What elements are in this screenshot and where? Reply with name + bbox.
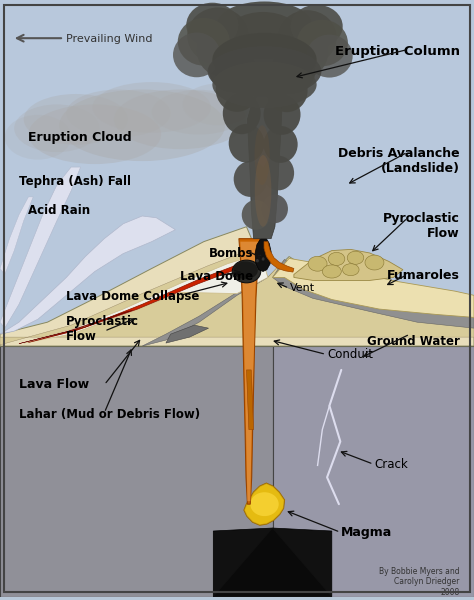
Ellipse shape bbox=[274, 26, 328, 79]
Polygon shape bbox=[0, 346, 273, 596]
Ellipse shape bbox=[114, 89, 246, 149]
Text: Pyroclastic
Flow: Pyroclastic Flow bbox=[383, 212, 460, 239]
Ellipse shape bbox=[5, 115, 71, 160]
Ellipse shape bbox=[59, 89, 225, 161]
Ellipse shape bbox=[291, 5, 343, 48]
Polygon shape bbox=[244, 483, 284, 525]
Text: Magma: Magma bbox=[341, 526, 392, 539]
Text: Lahar (Mud or Debris Flow): Lahar (Mud or Debris Flow) bbox=[19, 408, 200, 421]
Ellipse shape bbox=[255, 259, 259, 263]
Ellipse shape bbox=[92, 82, 211, 133]
Ellipse shape bbox=[187, 7, 249, 64]
Ellipse shape bbox=[14, 104, 100, 152]
Text: Prevailing Wind: Prevailing Wind bbox=[66, 34, 153, 44]
Polygon shape bbox=[0, 216, 175, 334]
Polygon shape bbox=[0, 167, 81, 328]
Polygon shape bbox=[19, 310, 133, 344]
Ellipse shape bbox=[306, 35, 353, 77]
Ellipse shape bbox=[197, 24, 254, 77]
Polygon shape bbox=[246, 370, 254, 430]
Ellipse shape bbox=[234, 161, 267, 197]
Text: Lava Flow: Lava Flow bbox=[19, 379, 89, 391]
Text: Tephra (Ash) Fall: Tephra (Ash) Fall bbox=[19, 175, 131, 188]
Polygon shape bbox=[0, 197, 33, 274]
Ellipse shape bbox=[66, 89, 171, 137]
Ellipse shape bbox=[347, 251, 364, 265]
Ellipse shape bbox=[266, 69, 308, 112]
Ellipse shape bbox=[173, 32, 220, 77]
Polygon shape bbox=[240, 242, 258, 501]
Ellipse shape bbox=[216, 67, 258, 112]
Ellipse shape bbox=[24, 94, 128, 145]
Ellipse shape bbox=[223, 92, 261, 134]
Ellipse shape bbox=[212, 33, 317, 86]
Polygon shape bbox=[0, 227, 474, 346]
Ellipse shape bbox=[261, 257, 265, 261]
Polygon shape bbox=[273, 259, 474, 317]
Ellipse shape bbox=[232, 260, 261, 283]
Ellipse shape bbox=[217, 1, 312, 46]
Ellipse shape bbox=[242, 200, 270, 230]
Text: Vent: Vent bbox=[290, 283, 315, 293]
Polygon shape bbox=[244, 483, 284, 525]
Polygon shape bbox=[255, 239, 271, 271]
Ellipse shape bbox=[255, 155, 272, 227]
Text: Lava Dome: Lava Dome bbox=[180, 270, 253, 283]
Polygon shape bbox=[213, 528, 332, 596]
Polygon shape bbox=[142, 277, 268, 346]
Ellipse shape bbox=[255, 125, 270, 185]
Text: Lava Dome Collapse: Lava Dome Collapse bbox=[66, 290, 200, 303]
Text: Conduit: Conduit bbox=[327, 348, 373, 361]
Polygon shape bbox=[0, 0, 474, 364]
Polygon shape bbox=[213, 528, 332, 596]
Ellipse shape bbox=[233, 262, 258, 279]
Polygon shape bbox=[24, 254, 268, 343]
Polygon shape bbox=[0, 250, 474, 345]
Polygon shape bbox=[247, 77, 282, 239]
Ellipse shape bbox=[225, 12, 301, 59]
Text: Crack: Crack bbox=[374, 458, 408, 470]
Text: Fumaroles: Fumaroles bbox=[387, 269, 460, 282]
Polygon shape bbox=[294, 250, 403, 280]
Ellipse shape bbox=[209, 45, 256, 92]
Ellipse shape bbox=[258, 254, 262, 259]
Text: Eruption Column: Eruption Column bbox=[335, 45, 460, 58]
Ellipse shape bbox=[297, 20, 348, 66]
Ellipse shape bbox=[178, 18, 230, 65]
Polygon shape bbox=[239, 239, 260, 504]
Ellipse shape bbox=[342, 264, 359, 275]
Ellipse shape bbox=[328, 253, 345, 266]
Text: By Bobbie Myers and
Carolyn Driedger
2008: By Bobbie Myers and Carolyn Driedger 200… bbox=[379, 567, 460, 596]
Ellipse shape bbox=[182, 83, 254, 125]
Text: Eruption Cloud: Eruption Cloud bbox=[28, 131, 132, 144]
Ellipse shape bbox=[308, 256, 327, 271]
Text: Bombs: Bombs bbox=[209, 247, 253, 260]
Text: Acid Rain: Acid Rain bbox=[28, 203, 91, 217]
Text: Ground Water: Ground Water bbox=[367, 335, 460, 348]
Ellipse shape bbox=[264, 156, 294, 190]
Ellipse shape bbox=[208, 46, 321, 97]
Ellipse shape bbox=[262, 194, 288, 223]
Ellipse shape bbox=[264, 94, 301, 135]
Ellipse shape bbox=[322, 265, 341, 278]
Ellipse shape bbox=[186, 2, 238, 47]
Text: Debris Avalanche
(Landslide): Debris Avalanche (Landslide) bbox=[338, 147, 460, 175]
Ellipse shape bbox=[212, 61, 317, 108]
Text: Pyroclastic
Flow: Pyroclastic Flow bbox=[66, 316, 139, 343]
Ellipse shape bbox=[28, 104, 161, 164]
Ellipse shape bbox=[270, 47, 316, 94]
Ellipse shape bbox=[264, 126, 298, 163]
Polygon shape bbox=[273, 346, 474, 596]
Ellipse shape bbox=[365, 255, 384, 270]
Polygon shape bbox=[166, 325, 209, 343]
Polygon shape bbox=[28, 258, 261, 343]
Ellipse shape bbox=[250, 492, 279, 516]
Ellipse shape bbox=[277, 10, 337, 65]
Ellipse shape bbox=[228, 124, 264, 163]
Polygon shape bbox=[264, 242, 294, 272]
Polygon shape bbox=[273, 260, 474, 328]
Ellipse shape bbox=[152, 90, 246, 134]
